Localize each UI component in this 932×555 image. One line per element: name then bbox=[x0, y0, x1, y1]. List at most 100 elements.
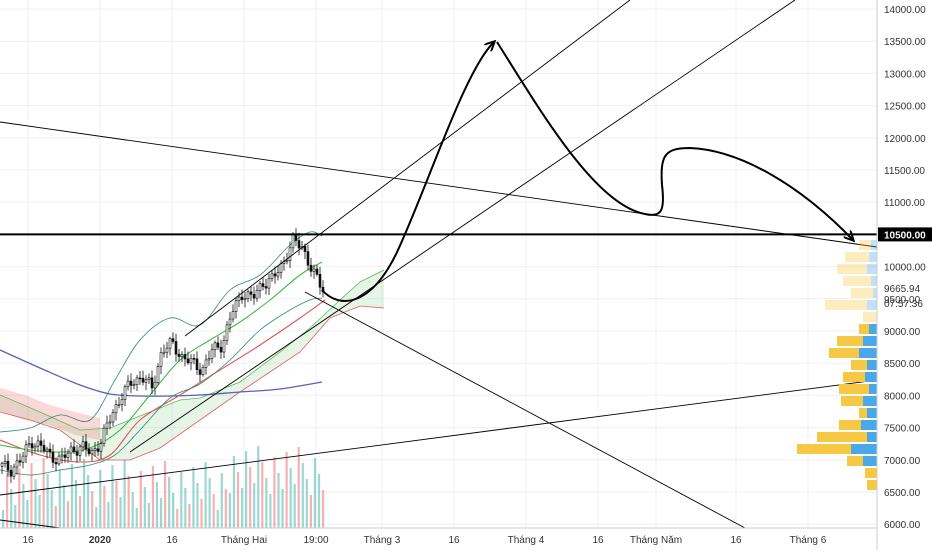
profile-bar-down bbox=[825, 300, 867, 310]
volume-bar bbox=[192, 467, 195, 528]
cloud-span-b bbox=[0, 305, 385, 461]
volume-bar bbox=[168, 477, 171, 528]
candle-body bbox=[258, 283, 262, 291]
candle-body bbox=[93, 448, 97, 451]
volume-bar bbox=[212, 494, 215, 528]
candle-body bbox=[84, 441, 88, 450]
profile-bar-down bbox=[845, 252, 869, 262]
volume-profile bbox=[797, 240, 877, 490]
candle-body bbox=[0, 463, 4, 467]
volume-bar bbox=[313, 458, 317, 528]
profile-bar-down bbox=[859, 408, 867, 418]
profile-bar-down bbox=[847, 456, 863, 466]
time-tick-label: 16 bbox=[730, 535, 742, 546]
candle-body bbox=[6, 460, 10, 471]
candle-body bbox=[171, 338, 175, 342]
price-tick-label: 7500.00 bbox=[884, 424, 921, 435]
profile-bar-up bbox=[859, 348, 877, 358]
trend-lines[interactable] bbox=[0, 0, 878, 529]
candle-body bbox=[261, 283, 265, 287]
candle-body bbox=[108, 421, 112, 424]
candle-body bbox=[30, 443, 34, 449]
channel-lower-line bbox=[129, 0, 796, 453]
volume-bar bbox=[232, 456, 236, 528]
moving-average-20 bbox=[0, 261, 323, 453]
volume-bars bbox=[2, 446, 325, 528]
candle-body bbox=[255, 290, 259, 299]
profile-bar-down bbox=[841, 396, 863, 406]
candle-body bbox=[297, 240, 301, 249]
volume-bar bbox=[277, 473, 280, 528]
time-tick-label: Tháng 6 bbox=[790, 535, 827, 546]
time-axis[interactable]: 16 2020 16 Tháng Hai 19:00 Tháng 3 16 Tháng 4 16… bbox=[0, 527, 877, 546]
volume-bar bbox=[188, 504, 191, 528]
candle-body bbox=[201, 367, 205, 375]
profile-bar-up bbox=[865, 372, 877, 382]
time-tick-label: 16 bbox=[22, 535, 34, 546]
candle-body bbox=[186, 358, 190, 364]
volume-bar bbox=[135, 508, 138, 528]
candle-body bbox=[270, 273, 274, 279]
grid-lines bbox=[0, 0, 877, 528]
candle-body bbox=[78, 446, 82, 456]
candle-body bbox=[153, 382, 157, 389]
volume-bar bbox=[87, 475, 90, 528]
volume-bar bbox=[216, 510, 219, 528]
profile-bar-down bbox=[851, 288, 873, 298]
volume-bar bbox=[6, 473, 9, 528]
candle-body bbox=[138, 377, 142, 380]
volume-bar bbox=[143, 487, 146, 528]
volume-bar bbox=[196, 483, 199, 528]
volume-bar bbox=[321, 490, 325, 528]
price-tick-label: 10500.00 bbox=[884, 230, 926, 241]
price-tick-label: 8500.00 bbox=[884, 359, 921, 370]
candle-body bbox=[24, 444, 28, 457]
volume-bar bbox=[273, 457, 276, 528]
profile-bar-down bbox=[865, 468, 877, 478]
candle-body bbox=[207, 358, 211, 361]
candle-body bbox=[63, 454, 67, 458]
candle-body bbox=[222, 340, 226, 353]
profile-bar-down bbox=[859, 240, 871, 250]
profile-bar-down bbox=[797, 444, 851, 454]
volume-bar bbox=[289, 468, 292, 528]
volume-bar bbox=[107, 502, 110, 528]
volume-bar bbox=[42, 458, 45, 528]
cloud-fill-green bbox=[0, 270, 384, 460]
candle-body bbox=[240, 296, 244, 300]
volume-bar bbox=[285, 452, 288, 528]
volume-bar bbox=[26, 500, 29, 528]
price-tick-label: 6000.00 bbox=[884, 520, 921, 531]
candle-body bbox=[111, 412, 115, 423]
volume-bar bbox=[50, 490, 53, 528]
volume-bar bbox=[139, 471, 142, 528]
last-price-label: 9665.94 bbox=[884, 284, 921, 295]
candle-body bbox=[114, 404, 118, 414]
candle-body bbox=[15, 460, 19, 468]
profile-bar-down bbox=[837, 264, 867, 274]
volume-bar bbox=[54, 506, 57, 528]
profile-bar-up bbox=[861, 420, 877, 430]
price-axis[interactable]: 6000.00 6500.00 7000.00 7500.00 8000.00 8500.… bbox=[876, 0, 932, 550]
candle-body bbox=[312, 268, 316, 272]
time-tick-label: 19:00 bbox=[303, 535, 328, 546]
price-tick-label: 8000.00 bbox=[884, 391, 921, 402]
volume-bar bbox=[91, 491, 94, 528]
candle-body bbox=[216, 342, 220, 348]
volume-bar bbox=[253, 483, 256, 528]
diagonal-down-line bbox=[304, 291, 746, 529]
profile-bar-down bbox=[829, 348, 859, 358]
candle-body bbox=[12, 466, 16, 477]
profile-bar-down bbox=[837, 336, 863, 346]
candle-body bbox=[39, 440, 43, 446]
price-tick-label: 10000.00 bbox=[884, 263, 926, 274]
volume-bar bbox=[176, 509, 179, 528]
candle-body bbox=[264, 286, 268, 289]
volume-bar bbox=[46, 474, 49, 528]
lower-bound-line bbox=[0, 519, 61, 529]
time-tick-label: Tháng 4 bbox=[508, 535, 545, 546]
candle-body bbox=[237, 296, 241, 302]
